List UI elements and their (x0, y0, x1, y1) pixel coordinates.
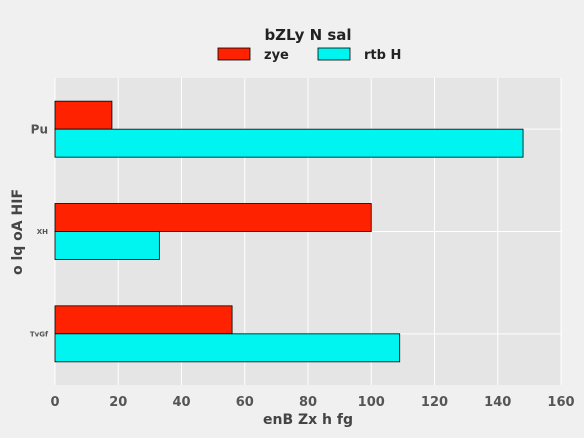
legend: zye rtb H (217, 47, 401, 63)
bar-zye-TvGf (54, 305, 233, 335)
bar-rtb-H-XH (54, 231, 160, 260)
bar-rtb-H-Pu (54, 128, 524, 158)
x-axis-label: enB Zx h fg (263, 412, 353, 428)
chart-title: bZLy N sal (264, 26, 351, 44)
y-axis-label: o lq oA HIF (10, 189, 26, 275)
x-tick-label: 40 (172, 395, 190, 410)
legend-swatch-series-0 (217, 47, 251, 61)
bar-rtb-H-TvGf (54, 333, 401, 363)
legend-swatch-series-1 (317, 47, 351, 61)
legend-label-series-0: zye (264, 48, 289, 63)
bars (54, 100, 524, 363)
y-tick-label: Pu (31, 122, 48, 136)
bar-zye-Pu (54, 100, 113, 130)
x-tick-label: 140 (484, 395, 511, 410)
y-tick-label: XH (37, 228, 48, 236)
bar-zye-XH (54, 203, 372, 232)
tick-labels: 0 20 40 60 80 100 120 140 160 Pu XH TvGf (30, 122, 575, 410)
x-tick-label: 160 (547, 395, 574, 410)
x-tick-label: 80 (299, 395, 317, 410)
x-tick-label: 20 (109, 395, 127, 410)
x-tick-label: 0 (50, 395, 59, 410)
x-tick-label: 100 (358, 395, 385, 410)
x-tick-label: 60 (236, 395, 254, 410)
y-tick-label: TvGf (30, 330, 49, 338)
legend-label-series-1: rtb H (364, 48, 401, 63)
x-tick-label: 120 (421, 395, 448, 410)
